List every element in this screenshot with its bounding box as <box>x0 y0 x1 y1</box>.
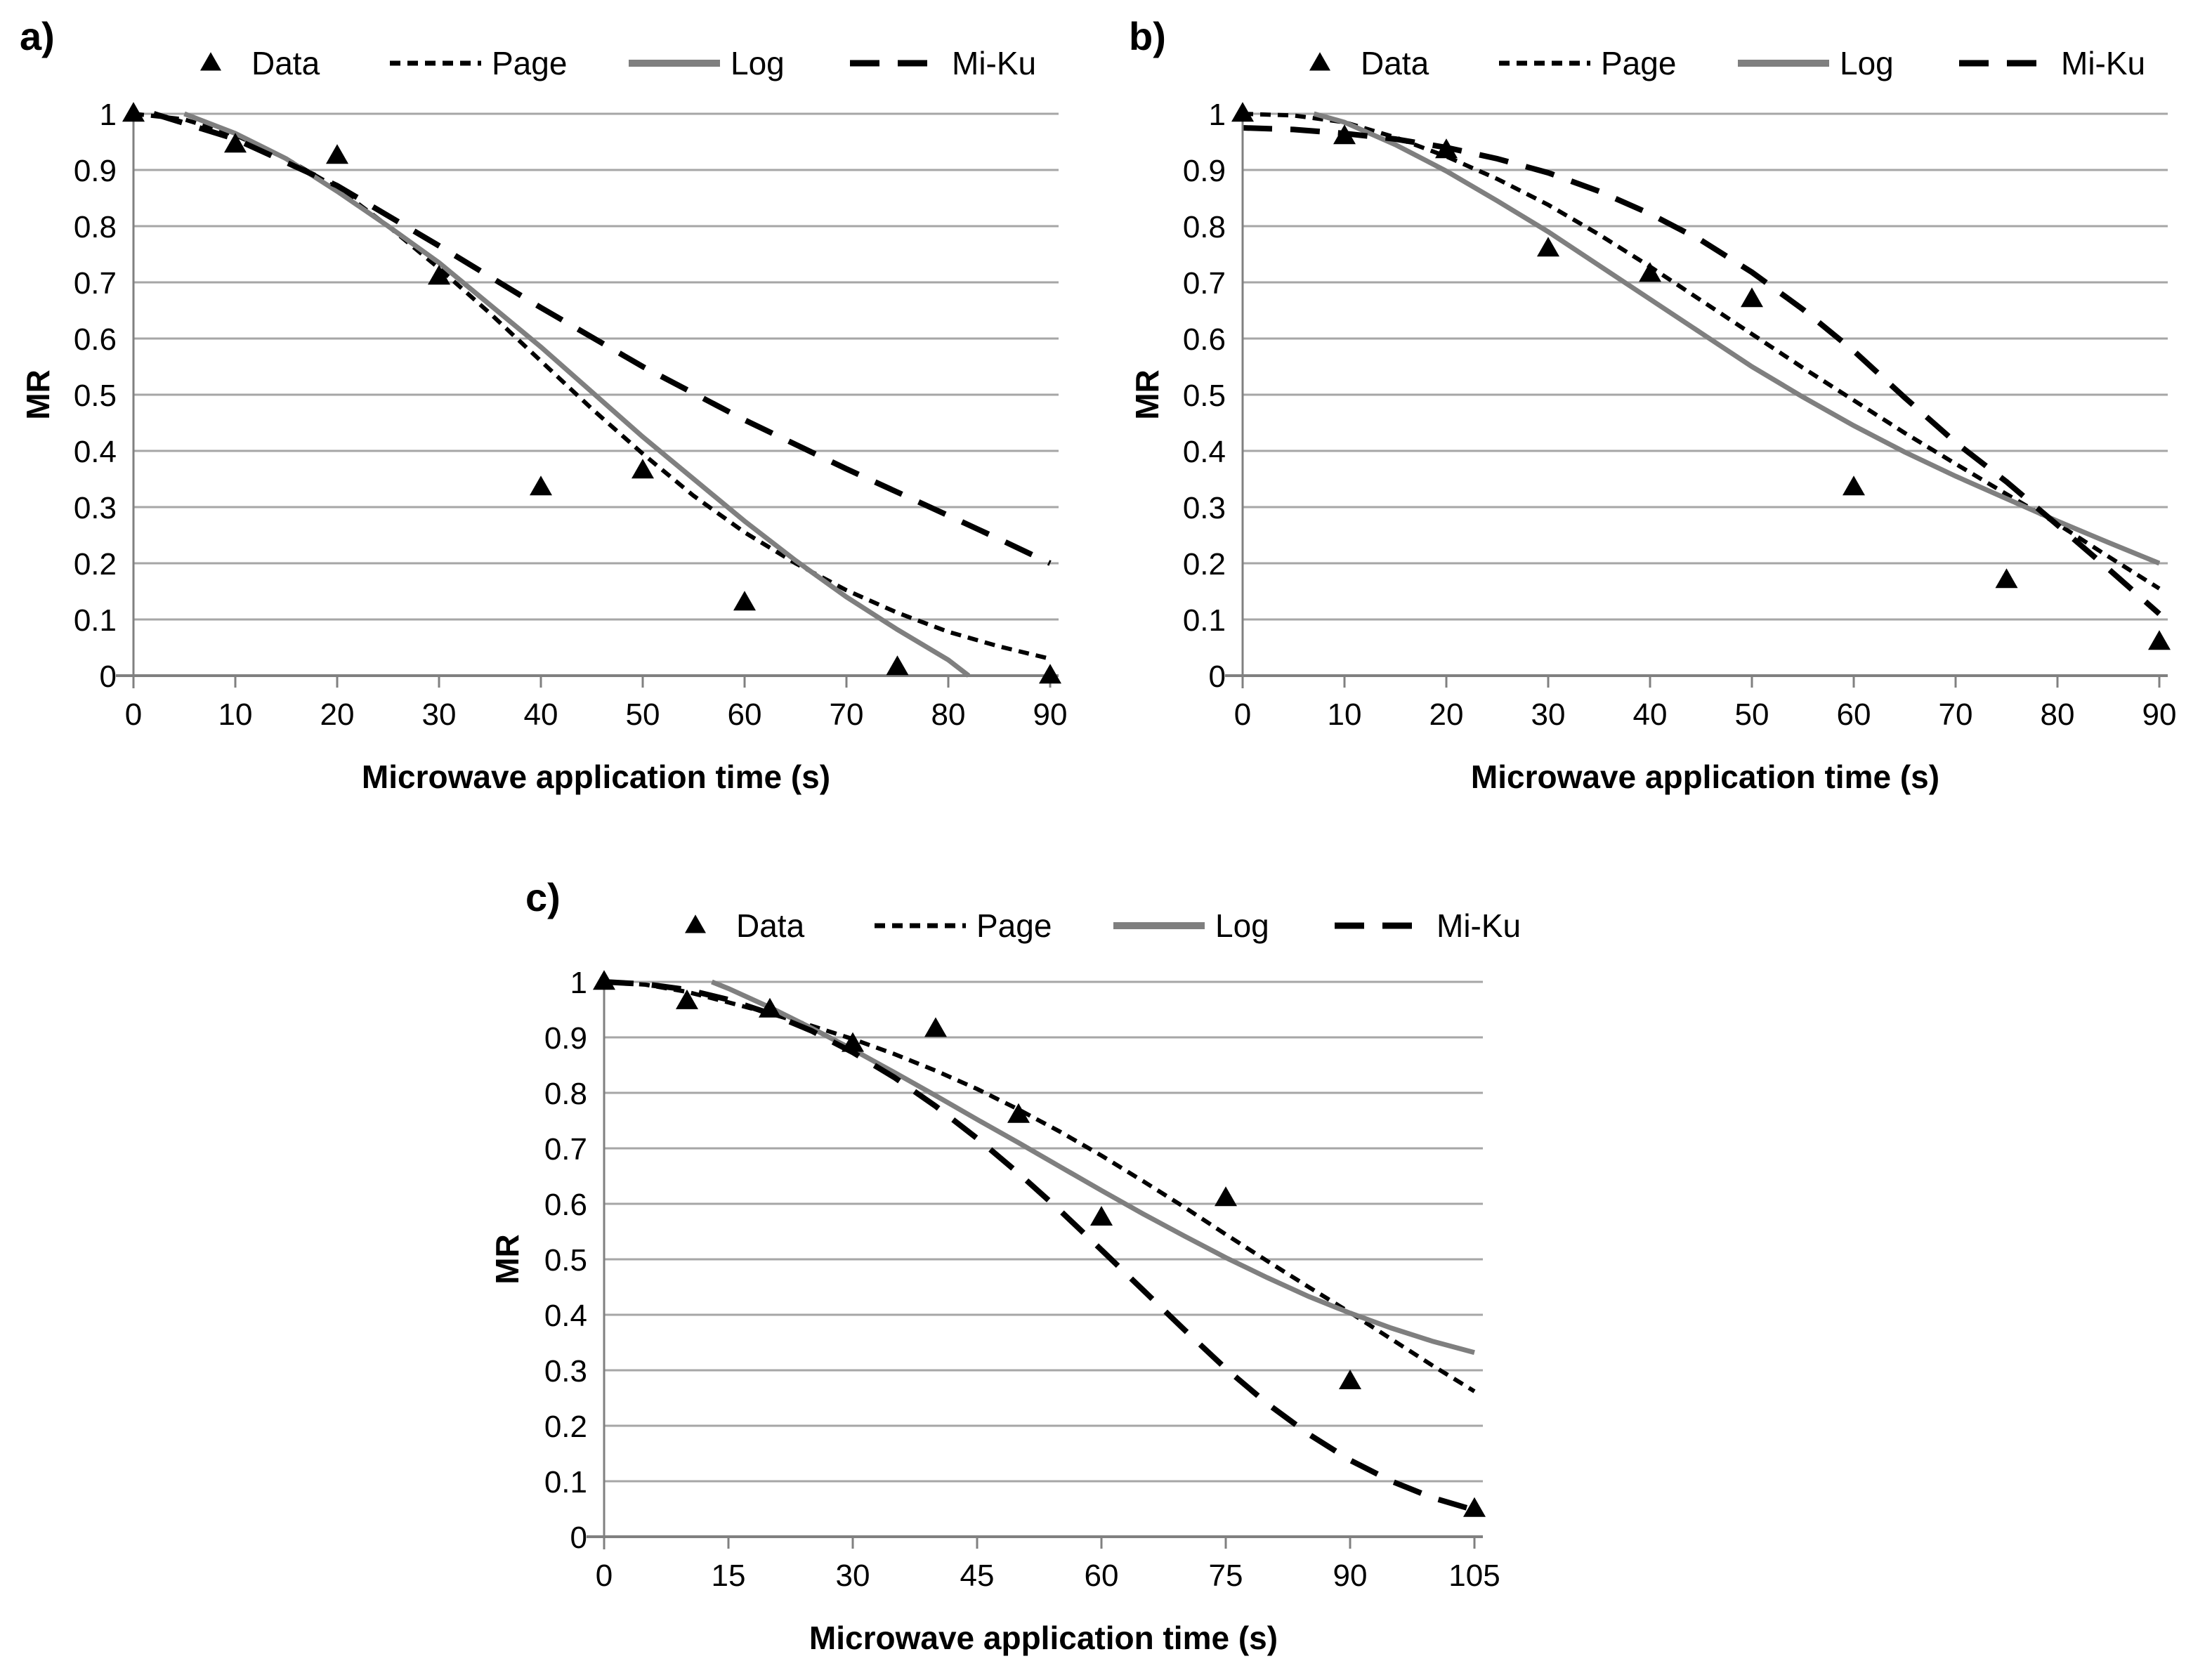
panel-b-label: b) <box>1129 14 1166 58</box>
svg-text:60: 60 <box>1837 697 1871 732</box>
svg-text:Page: Page <box>976 907 1052 944</box>
chart-b-canvas: 1 0.9 0.8 0.7 0.6 0.5 0.4 0.3 0.2 0.1 00 10 20 30 40 50… <box>1129 45 2177 795</box>
svg-text:15: 15 <box>712 1558 746 1593</box>
svg-text:90: 90 <box>1033 697 1068 732</box>
svg-text:40: 40 <box>524 697 558 732</box>
svg-text:Data: Data <box>251 45 320 81</box>
svg-text:0.5: 0.5 <box>74 379 117 413</box>
svg-text:20: 20 <box>320 697 355 732</box>
panel-a: a) 1 0.9 0.8 0.7 0.6 0.5 0.4 0.3 0.2 0.1 0 0 10 20 30 4… <box>0 0 1103 808</box>
svg-text:Mi-Ku: Mi-Ku <box>2061 45 2145 81</box>
svg-text:0.6: 0.6 <box>544 1188 587 1222</box>
svg-text:Microwave application time (s): Microwave application time (s) <box>1471 759 1939 795</box>
svg-text:Microwave application time (s): Microwave application time (s) <box>809 1620 1278 1656</box>
svg-text:0.4: 0.4 <box>74 435 117 469</box>
svg-text:45: 45 <box>960 1558 995 1593</box>
svg-text:0.8: 0.8 <box>74 210 117 244</box>
svg-text:Data: Data <box>736 907 805 944</box>
svg-text:0.1: 0.1 <box>1183 603 1226 638</box>
svg-text:Microwave application time (s): Microwave application time (s) <box>362 759 830 795</box>
svg-text:30: 30 <box>1531 697 1566 732</box>
svg-text:0.1: 0.1 <box>74 603 117 638</box>
panel-c: c) 1 0.9 0.8 0.7 0.6 0.5 0.4 0.3 0.2 0.1 0 0 15 30 45 6… <box>485 862 1651 1680</box>
svg-text:Page: Page <box>492 45 567 81</box>
svg-text:0.3: 0.3 <box>544 1354 587 1389</box>
svg-text:80: 80 <box>931 697 966 732</box>
svg-text:30: 30 <box>422 697 457 732</box>
panel-b: b) 1 0.9 0.8 0.7 0.6 0.5 0.4 0.3 0.2 0.1 0 0 10 20 30 4… <box>1109 0 2212 808</box>
svg-text:MR: MR <box>489 1234 525 1285</box>
svg-text:20: 20 <box>1429 697 1464 732</box>
svg-text:10: 10 <box>218 697 253 732</box>
svg-text:0.7: 0.7 <box>74 266 117 301</box>
svg-text:0.7: 0.7 <box>1183 266 1226 301</box>
svg-text:70: 70 <box>1939 697 1973 732</box>
svg-text:0: 0 <box>570 1521 587 1555</box>
svg-text:0.5: 0.5 <box>1183 379 1226 413</box>
panel-c-label: c) <box>525 875 561 919</box>
svg-text:0.2: 0.2 <box>1183 547 1226 582</box>
chart-a-canvas: 1 0.9 0.8 0.7 0.6 0.5 0.4 0.3 0.2 0.1 00 10 20 30 40 50… <box>20 45 1068 795</box>
svg-text:0.6: 0.6 <box>1183 322 1226 357</box>
svg-text:105: 105 <box>1448 1558 1500 1593</box>
svg-text:40: 40 <box>1633 697 1668 732</box>
svg-text:30: 30 <box>836 1558 870 1593</box>
svg-text:0: 0 <box>100 659 117 694</box>
svg-text:0: 0 <box>1209 659 1226 694</box>
svg-text:0.4: 0.4 <box>544 1299 587 1333</box>
svg-text:90: 90 <box>1333 1558 1368 1593</box>
svg-text:0.8: 0.8 <box>1183 210 1226 244</box>
svg-text:Mi-Ku: Mi-Ku <box>1437 907 1521 944</box>
svg-text:75: 75 <box>1209 1558 1243 1593</box>
svg-text:1: 1 <box>100 98 117 132</box>
svg-text:0.8: 0.8 <box>544 1077 587 1111</box>
svg-text:80: 80 <box>2041 697 2075 732</box>
panel-a-label: a) <box>20 14 55 58</box>
svg-text:MR: MR <box>20 369 56 420</box>
svg-text:50: 50 <box>1735 697 1769 732</box>
svg-text:1: 1 <box>1209 98 1226 132</box>
svg-text:0.9: 0.9 <box>74 154 117 188</box>
svg-text:0.1: 0.1 <box>544 1465 587 1499</box>
svg-text:Mi-Ku: Mi-Ku <box>952 45 1036 81</box>
svg-text:0: 0 <box>596 1558 613 1593</box>
svg-text:0.9: 0.9 <box>544 1021 587 1056</box>
svg-text:0.2: 0.2 <box>74 547 117 582</box>
svg-text:0.3: 0.3 <box>1183 491 1226 525</box>
svg-text:60: 60 <box>1085 1558 1119 1593</box>
svg-text:Log: Log <box>731 45 785 81</box>
svg-text:Page: Page <box>1601 45 1676 81</box>
svg-text:0.3: 0.3 <box>74 491 117 525</box>
svg-text:1: 1 <box>570 966 587 1000</box>
svg-text:Log: Log <box>1840 45 1894 81</box>
svg-text:0: 0 <box>125 697 142 732</box>
svg-text:0.7: 0.7 <box>544 1132 587 1167</box>
svg-text:70: 70 <box>830 697 864 732</box>
svg-text:MR: MR <box>1129 369 1165 420</box>
svg-text:0.2: 0.2 <box>544 1410 587 1444</box>
svg-text:0.5: 0.5 <box>544 1243 587 1278</box>
svg-text:0.9: 0.9 <box>1183 154 1226 188</box>
svg-text:90: 90 <box>2142 697 2177 732</box>
chart-c-canvas: 1 0.9 0.8 0.7 0.6 0.5 0.4 0.3 0.2 0.1 00 15 30 45 60 75… <box>489 907 1521 1656</box>
svg-text:0.6: 0.6 <box>74 322 117 357</box>
svg-text:0.4: 0.4 <box>1183 435 1226 469</box>
svg-text:60: 60 <box>728 697 762 732</box>
svg-text:Log: Log <box>1215 907 1269 944</box>
svg-text:Data: Data <box>1361 45 1429 81</box>
svg-text:0: 0 <box>1234 697 1251 732</box>
svg-text:50: 50 <box>626 697 660 732</box>
svg-text:10: 10 <box>1328 697 1362 732</box>
